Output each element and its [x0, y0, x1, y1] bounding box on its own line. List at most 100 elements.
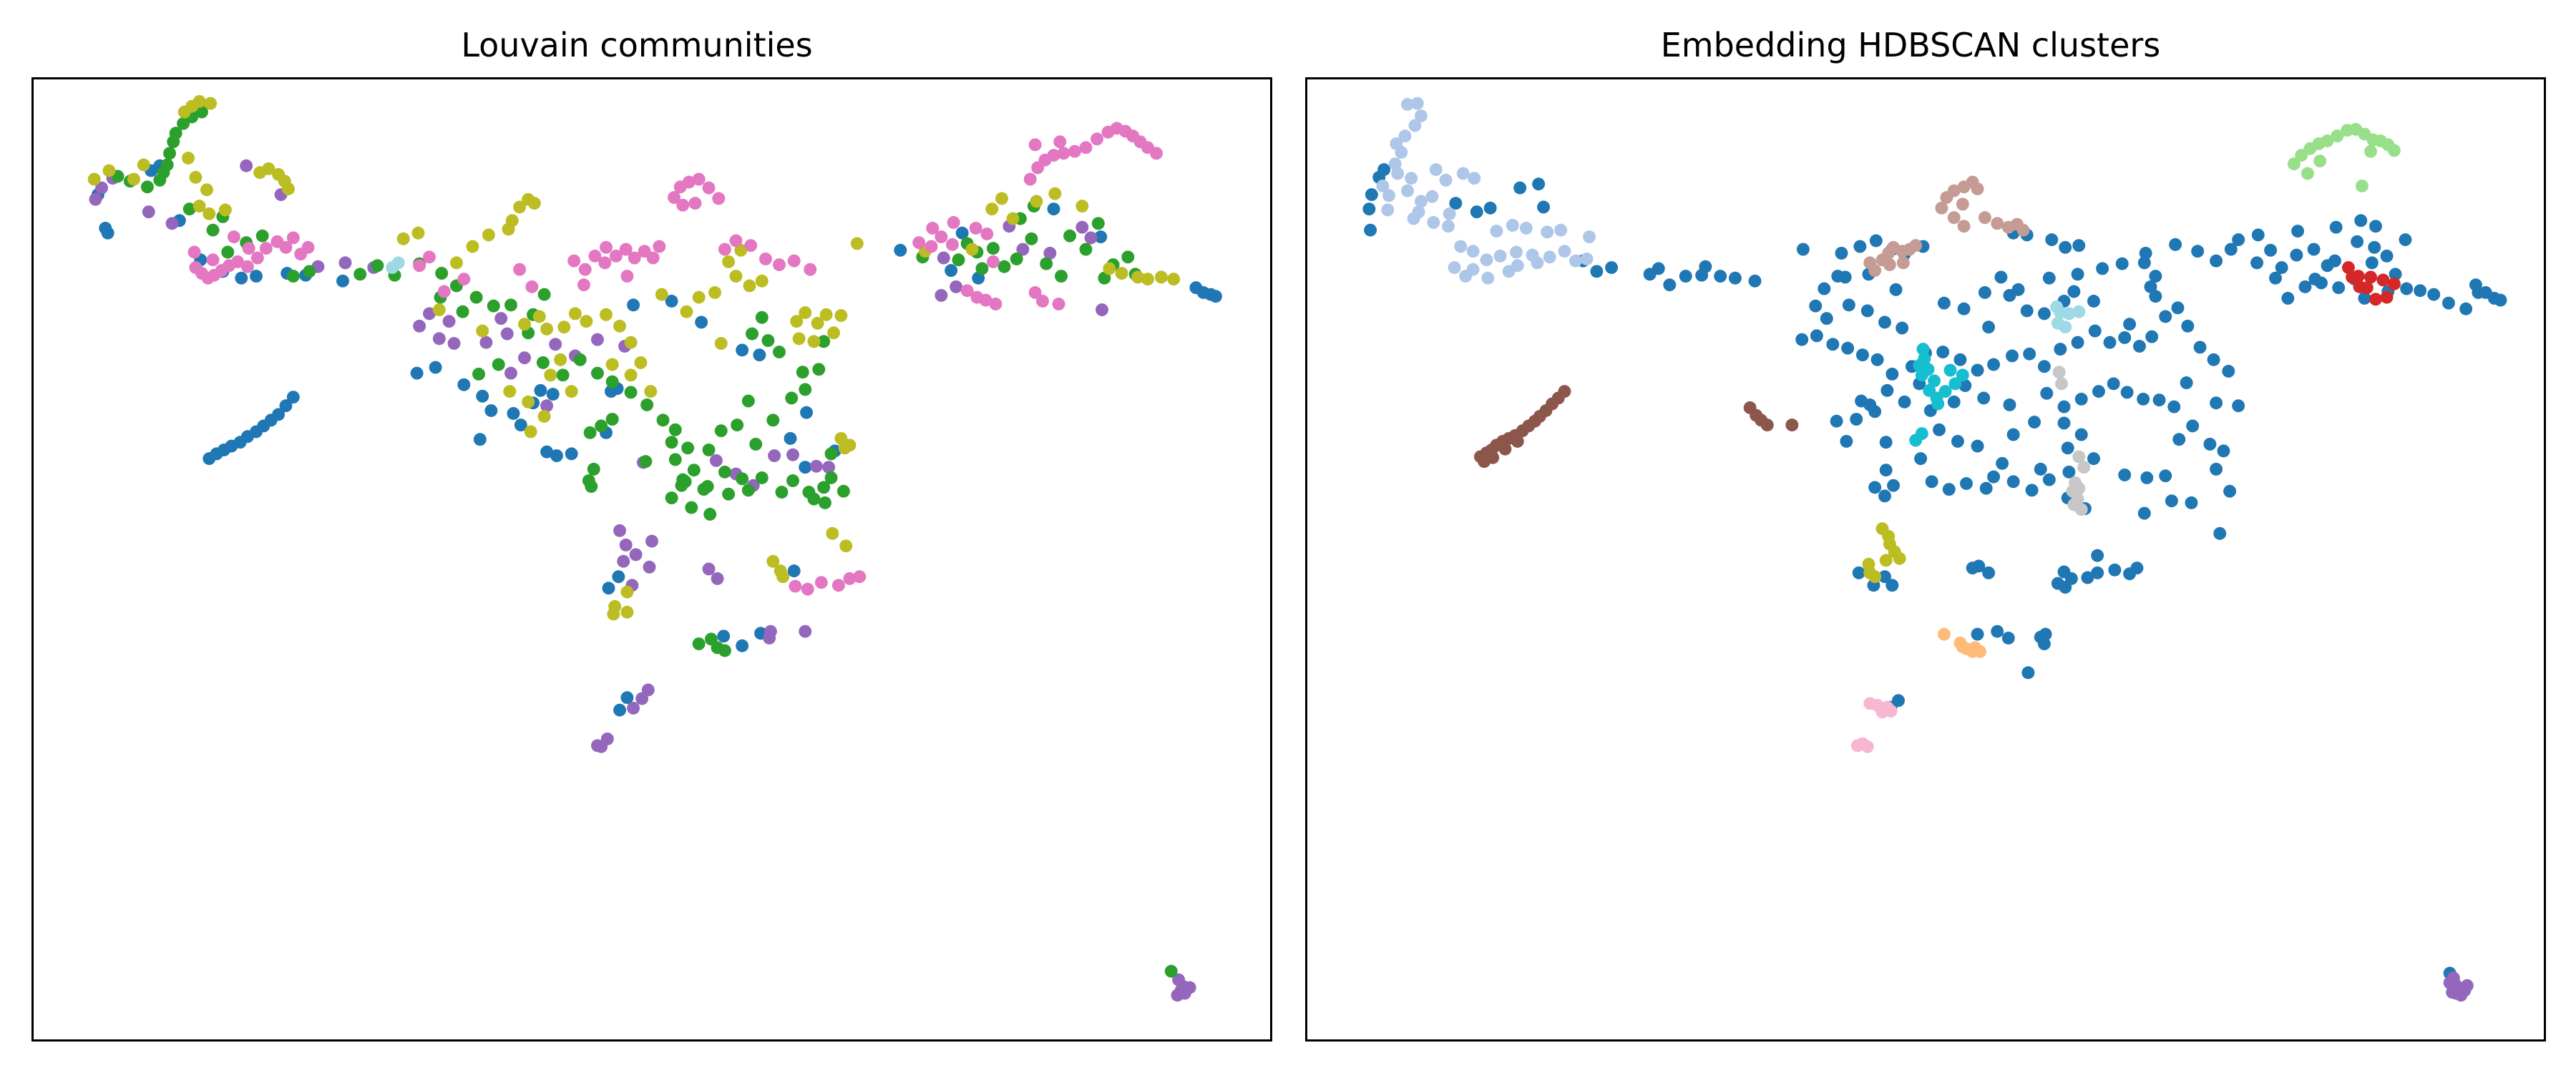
data-point — [741, 484, 755, 497]
data-point — [1532, 177, 1546, 191]
left-plot-area — [31, 77, 1272, 1042]
data-point — [612, 570, 625, 584]
data-point — [2380, 290, 2394, 304]
data-point — [665, 491, 678, 505]
data-point — [804, 263, 817, 276]
data-point — [644, 385, 658, 398]
data-point — [449, 256, 463, 270]
data-point — [819, 308, 833, 321]
data-point — [634, 356, 648, 369]
data-point — [619, 538, 633, 552]
data-point — [580, 315, 593, 328]
data-point — [714, 424, 728, 438]
data-point — [926, 222, 940, 235]
data-point — [590, 366, 604, 380]
data-point — [712, 192, 726, 205]
data-point — [743, 279, 756, 293]
data-point — [681, 441, 695, 455]
data-point — [753, 348, 766, 362]
data-point — [1569, 254, 1582, 268]
data-point — [1456, 167, 1470, 180]
data-point — [785, 391, 799, 405]
data-point — [755, 274, 769, 288]
data-point — [807, 492, 821, 506]
data-point — [734, 243, 748, 257]
data-point — [1115, 267, 1128, 280]
data-point — [482, 228, 495, 242]
data-point — [2295, 149, 2308, 162]
left-scatter-plot — [87, 94, 1222, 1002]
data-point — [1977, 391, 1991, 405]
data-point — [1987, 358, 2001, 371]
data-point — [2144, 280, 2157, 293]
data-point — [746, 327, 758, 340]
data-point — [1468, 172, 1481, 185]
data-point — [1878, 315, 1891, 329]
data-point — [182, 202, 196, 216]
data-point — [1091, 217, 1105, 230]
data-point — [587, 462, 600, 476]
data-point — [2441, 296, 2455, 310]
data-point — [101, 226, 114, 240]
data-point — [255, 229, 269, 242]
data-point — [1502, 265, 1516, 278]
data-point — [1896, 321, 1909, 335]
data-point — [1835, 246, 1848, 260]
data-point — [947, 216, 960, 229]
data-point — [1870, 353, 1884, 366]
data-point — [2001, 632, 2015, 645]
data-point — [1942, 483, 1956, 496]
data-point — [1885, 579, 1899, 592]
data-point — [2149, 290, 2162, 303]
data-point — [447, 337, 461, 351]
data-point — [411, 226, 425, 240]
data-point — [960, 284, 974, 298]
data-point — [565, 447, 578, 461]
data-point — [1459, 270, 1473, 283]
data-point — [1481, 271, 1495, 285]
data-point — [2167, 400, 2181, 413]
data-point — [221, 245, 235, 259]
data-point — [853, 570, 867, 584]
data-point — [1365, 188, 1378, 202]
data-point — [537, 288, 551, 301]
data-point — [2071, 268, 2084, 281]
data-point — [2042, 271, 2056, 285]
data-point — [153, 173, 167, 187]
data-point — [2172, 433, 2186, 446]
data-point — [2232, 233, 2245, 247]
data-point — [195, 105, 208, 119]
data-point — [687, 464, 701, 477]
data-point — [1131, 270, 1145, 284]
data-point — [588, 249, 602, 263]
data-point — [701, 480, 714, 494]
data-point — [1121, 250, 1135, 264]
data-point — [787, 254, 801, 268]
data-point — [192, 200, 206, 213]
series-3 — [1863, 175, 2030, 278]
data-point — [709, 454, 723, 467]
data-point — [839, 539, 853, 553]
data-point — [714, 337, 728, 351]
data-point — [2193, 340, 2207, 354]
data-point — [2045, 233, 2059, 247]
data-point — [2059, 580, 2072, 594]
data-point — [736, 472, 749, 486]
data-point — [776, 570, 790, 584]
data-point — [1679, 270, 1692, 283]
data-point — [850, 237, 864, 250]
data-point — [2494, 293, 2507, 307]
data-point — [137, 158, 150, 172]
data-point — [1425, 190, 1439, 203]
data-point — [336, 274, 349, 288]
data-point — [773, 346, 786, 359]
data-point — [1796, 242, 1810, 256]
data-point — [525, 280, 539, 293]
data-point — [997, 260, 1011, 273]
data-point — [413, 259, 426, 273]
data-point — [1935, 201, 1948, 215]
data-point — [1956, 640, 1969, 654]
data-point — [595, 419, 608, 433]
data-point — [338, 256, 352, 270]
data-point — [1543, 250, 1556, 264]
